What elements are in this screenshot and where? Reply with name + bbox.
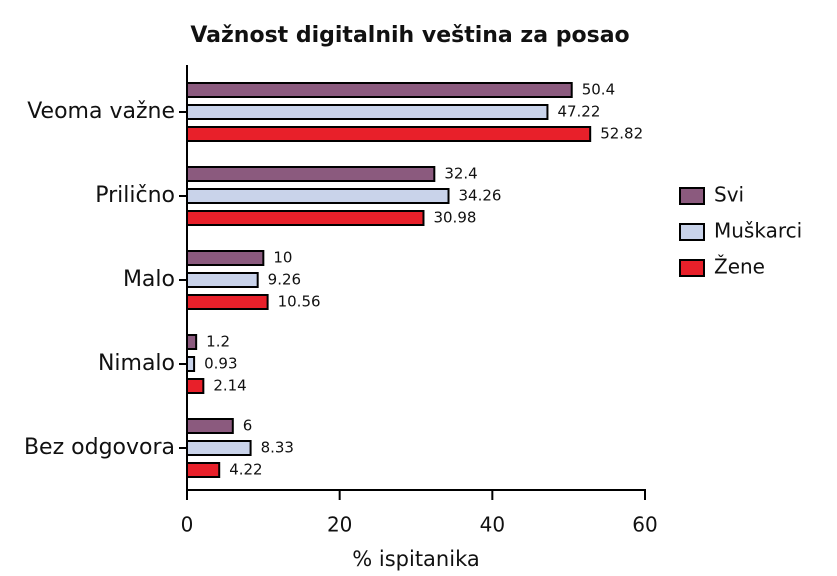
x-tick-label: 40 [480,513,505,537]
bar [186,418,234,434]
bar [186,378,205,394]
value-label: 9.26 [268,271,301,289]
bar [186,82,573,98]
value-label: 0.93 [204,355,237,373]
y-tick-label: Prilično [95,183,175,208]
bar [186,334,198,350]
value-label: 50.4 [582,81,615,99]
legend-label: Žene [714,255,765,279]
bar [186,210,425,226]
legend-label: Muškarci [714,219,802,243]
y-tick-label: Malo [123,267,175,292]
value-label: 6 [243,417,253,435]
value-label: 2.14 [213,377,246,395]
bar [186,104,549,120]
x-axis-label: % ispitanika [352,547,479,571]
bar [186,188,450,204]
value-label: 34.26 [459,187,502,205]
chart-title: Važnost digitalnih veština za posao [190,23,629,48]
bar [186,272,259,288]
value-label: 1.2 [206,333,230,351]
x-tick-label: 60 [632,513,657,537]
bar [186,250,265,266]
value-label: 52.82 [600,125,643,143]
y-tick-label: Bez odgovora [24,435,175,460]
y-tick-label: Nimalo [98,351,175,376]
legend-label: Svi [714,183,744,207]
y-tick-label: Veoma važne [27,99,175,124]
value-label: 32.4 [444,165,477,183]
bar [186,126,592,142]
bar [186,294,269,310]
legend-swatch [679,259,705,277]
value-label: 10 [273,249,292,267]
bar [186,462,221,478]
value-label: 30.98 [433,209,476,227]
value-label: 8.33 [261,439,294,457]
legend-swatch [679,187,705,205]
legend-swatch [679,223,705,241]
bar [186,166,436,182]
x-tick-label: 20 [327,513,352,537]
value-label: 10.56 [278,293,321,311]
value-label: 4.22 [229,461,262,479]
bar [186,440,252,456]
x-tick-label: 0 [181,513,194,537]
bar [186,356,196,372]
value-label: 47.22 [557,103,600,121]
